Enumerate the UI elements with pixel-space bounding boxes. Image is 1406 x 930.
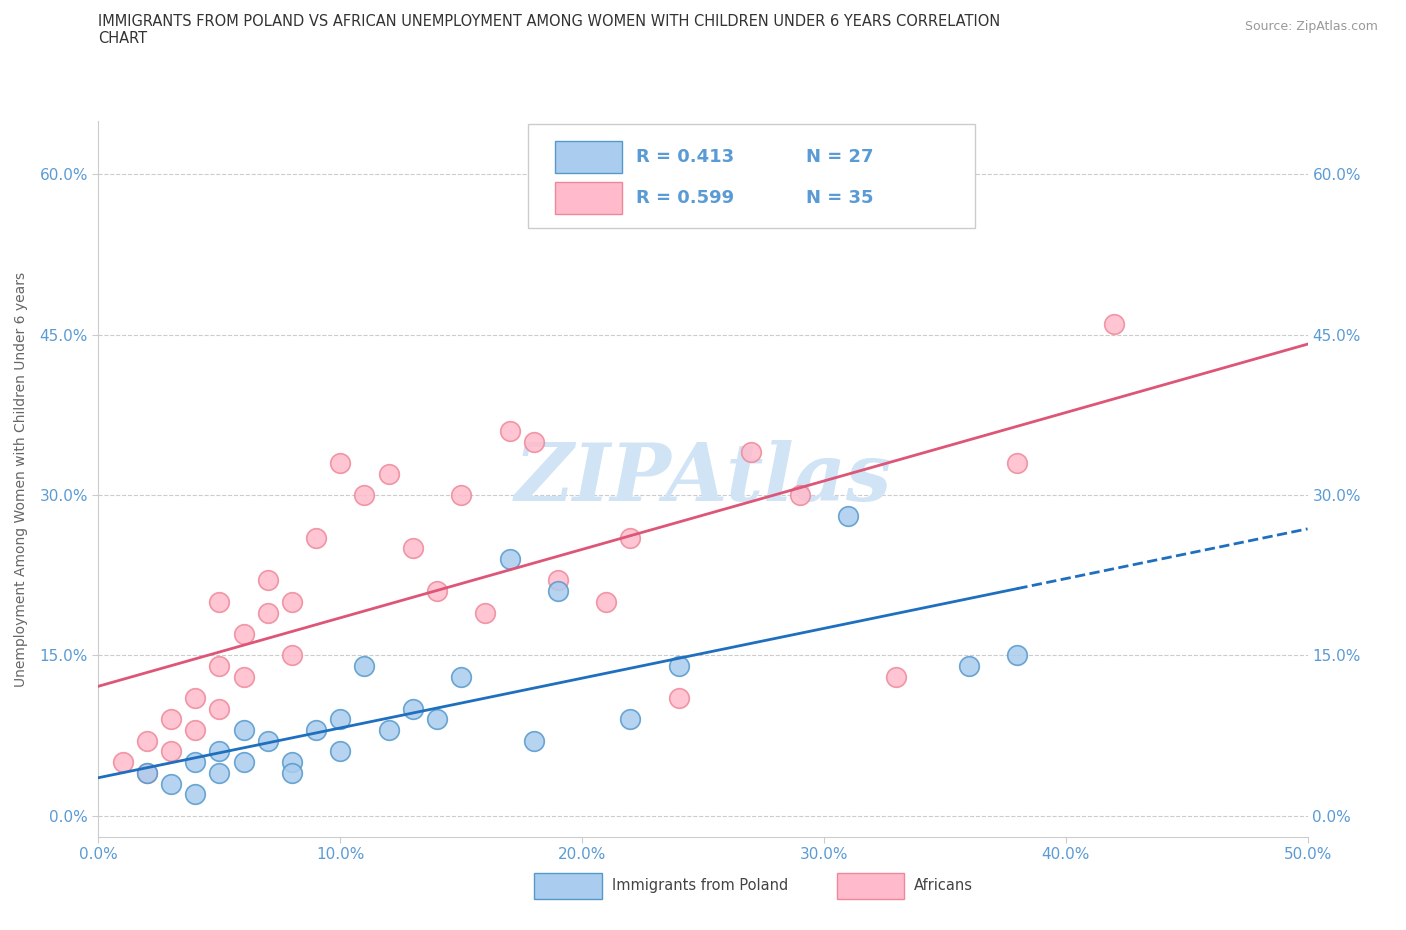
Point: [184, 755, 207, 770]
Y-axis label: Unemployment Among Women with Children Under 6 years: Unemployment Among Women with Children U…: [14, 272, 28, 686]
Text: CHART: CHART: [98, 31, 148, 46]
Point: [668, 658, 690, 673]
Point: [232, 723, 254, 737]
Text: R = 0.413: R = 0.413: [637, 148, 734, 166]
Text: Immigrants from Poland: Immigrants from Poland: [612, 878, 787, 893]
Point: [668, 691, 690, 706]
Point: [208, 701, 231, 716]
Point: [256, 734, 278, 749]
Point: [135, 734, 157, 749]
Text: ZIPAtlas: ZIPAtlas: [515, 440, 891, 518]
Point: [281, 765, 304, 780]
Point: [160, 744, 183, 759]
Text: N = 27: N = 27: [806, 148, 873, 166]
Text: R = 0.599: R = 0.599: [637, 189, 734, 206]
Point: [329, 712, 352, 727]
Point: [111, 755, 134, 770]
Point: [208, 658, 231, 673]
Point: [232, 755, 254, 770]
Point: [426, 584, 449, 599]
Point: [619, 530, 641, 545]
Point: [498, 551, 520, 566]
Point: [1007, 456, 1029, 471]
Point: [377, 466, 399, 481]
Point: [184, 787, 207, 802]
Text: Source: ZipAtlas.com: Source: ZipAtlas.com: [1244, 20, 1378, 33]
Point: [1102, 316, 1125, 331]
FancyBboxPatch shape: [527, 125, 976, 229]
Point: [886, 670, 908, 684]
Point: [353, 487, 375, 502]
Point: [135, 765, 157, 780]
Point: [740, 445, 762, 459]
Point: [184, 723, 207, 737]
Point: [208, 594, 231, 609]
Point: [232, 627, 254, 642]
Point: [232, 670, 254, 684]
Bar: [555, 181, 621, 214]
Point: [281, 594, 304, 609]
Point: [619, 712, 641, 727]
Point: [305, 723, 328, 737]
Point: [426, 712, 449, 727]
Point: [329, 744, 352, 759]
Point: [474, 605, 496, 620]
Point: [402, 541, 425, 556]
Point: [1007, 648, 1029, 663]
Point: [957, 658, 980, 673]
Bar: [555, 141, 621, 173]
Point: [256, 605, 278, 620]
Text: N = 35: N = 35: [806, 189, 873, 206]
Point: [305, 530, 328, 545]
Point: [135, 765, 157, 780]
Text: IMMIGRANTS FROM POLAND VS AFRICAN UNEMPLOYMENT AMONG WOMEN WITH CHILDREN UNDER 6: IMMIGRANTS FROM POLAND VS AFRICAN UNEMPL…: [98, 14, 1001, 29]
Point: [377, 723, 399, 737]
Point: [450, 487, 472, 502]
Point: [789, 487, 811, 502]
Point: [547, 584, 569, 599]
Point: [353, 658, 375, 673]
Point: [523, 734, 546, 749]
Point: [523, 434, 546, 449]
Text: Africans: Africans: [914, 878, 973, 893]
Point: [184, 691, 207, 706]
Point: [595, 594, 617, 609]
Point: [329, 456, 352, 471]
Point: [208, 744, 231, 759]
Point: [160, 712, 183, 727]
Point: [547, 573, 569, 588]
Point: [281, 648, 304, 663]
Point: [402, 701, 425, 716]
Point: [256, 573, 278, 588]
Point: [837, 509, 859, 524]
Point: [208, 765, 231, 780]
Point: [450, 670, 472, 684]
Point: [498, 423, 520, 438]
Point: [281, 755, 304, 770]
Point: [160, 777, 183, 791]
